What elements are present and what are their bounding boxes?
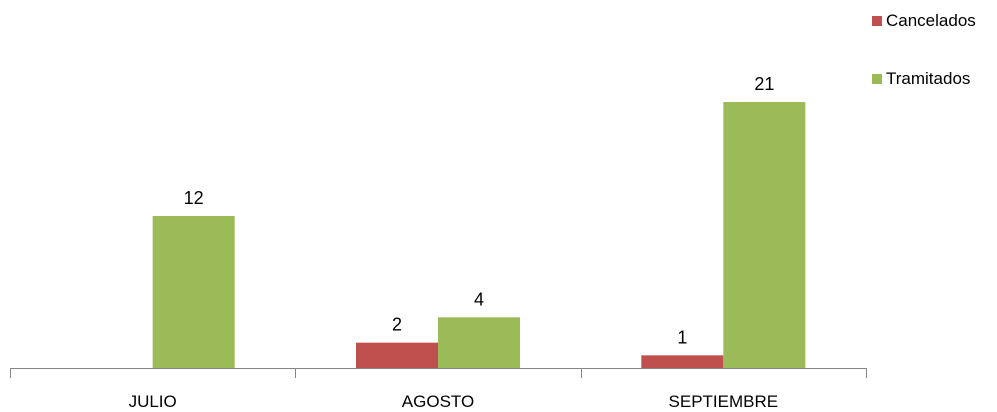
bar-cancelados-agosto [356, 342, 438, 368]
legend: Cancelados Tramitados [872, 10, 976, 90]
legend-label-tramitados: Tramitados [886, 69, 971, 88]
data-label-tramitados-agosto: 4 [474, 289, 484, 309]
data-label-cancelados-agosto: 2 [392, 315, 402, 335]
bar-cancelados-septiembre [641, 355, 724, 368]
legend-swatch-tramitados [872, 74, 882, 84]
data-label-tramitados-julio: 12 [184, 188, 204, 208]
data-label-cancelados-septiembre: 1 [677, 327, 687, 347]
data-label-tramitados-septiembre: 21 [754, 74, 774, 94]
x-tick-label-agosto: AGOSTO [402, 392, 474, 411]
x-tick-label-septiembre: SEPTIEMBRE [669, 392, 779, 411]
legend-label-cancelados: Cancelados [886, 11, 976, 30]
legend-item-tramitados: Tramitados [872, 68, 976, 90]
bar-tramitados-septiembre [723, 102, 806, 368]
bar-tramitados-agosto [438, 317, 520, 368]
bar-tramitados-julio [152, 216, 235, 368]
x-tick-label-julio: JULIO [129, 392, 177, 411]
legend-item-cancelados: Cancelados [872, 10, 976, 32]
legend-swatch-cancelados [872, 16, 882, 26]
